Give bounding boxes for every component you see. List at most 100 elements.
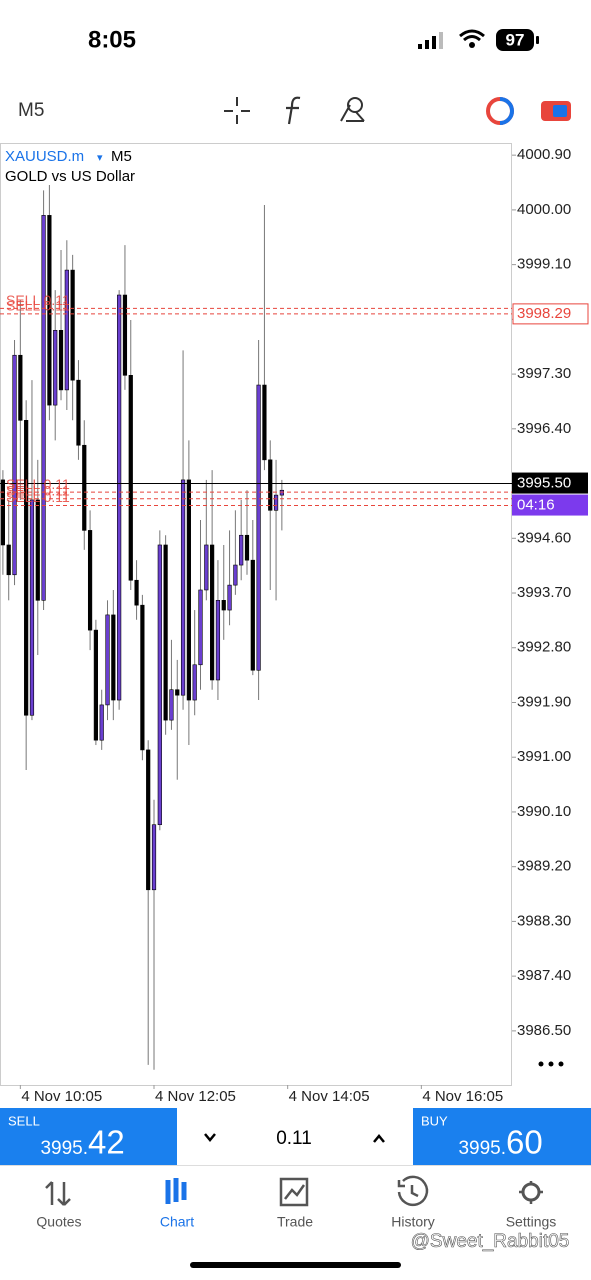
- candle-body: [41, 215, 46, 601]
- candle-body: [76, 379, 81, 446]
- battery-tip: [536, 36, 539, 44]
- candle-body: [6, 544, 11, 576]
- buy-price-big: 60: [506, 1124, 543, 1161]
- candle-body: [70, 269, 75, 381]
- sell-button[interactable]: [0, 1108, 177, 1165]
- y-tick-label: 3987.40: [517, 967, 571, 984]
- x-tick-label: 4 Nov 14:05: [289, 1088, 370, 1105]
- candle-body: [227, 584, 232, 611]
- order-label: SELL 0.11: [6, 292, 70, 308]
- buy-button[interactable]: [413, 1108, 591, 1165]
- candle-body: [239, 534, 244, 566]
- candle-body: [186, 479, 191, 701]
- objects-button[interactable]: [340, 97, 365, 122]
- volume[interactable]: 0.11: [276, 1128, 312, 1149]
- nav-icon: [521, 1182, 541, 1202]
- volume-up[interactable]: [373, 1134, 385, 1143]
- candle-body: [122, 294, 128, 376]
- candle-body: [256, 384, 261, 671]
- status-time: 8:05: [88, 26, 136, 53]
- one-click-button[interactable]: [486, 97, 514, 125]
- chart-subtitle: GOLD vs US Dollar: [5, 168, 135, 185]
- wifi-icon: [459, 29, 485, 42]
- candle-body: [93, 629, 98, 741]
- y-tick-label: 3992.80: [517, 639, 571, 656]
- candle-body: [163, 544, 168, 721]
- price-tag: 3995.50: [517, 475, 571, 492]
- candle-body: [99, 704, 104, 741]
- y-tick-label: 3990.10: [517, 803, 571, 820]
- symbol[interactable]: XAUUSD.m: [5, 148, 84, 165]
- nav-tab[interactable]: Chart: [160, 1178, 194, 1230]
- candle-body: [215, 600, 221, 681]
- y-tick-label: 3988.30: [517, 912, 571, 929]
- candle-body: [268, 459, 273, 511]
- indicators-button[interactable]: [286, 96, 301, 125]
- candle-body: [117, 294, 122, 701]
- x-tick-label: 4 Nov 16:05: [422, 1088, 503, 1105]
- order-label: SELL 0.11: [6, 476, 70, 492]
- order-label: SELL 0.11: [6, 489, 70, 505]
- candle-body: [244, 534, 250, 561]
- y-tick-label: 3991.00: [517, 748, 571, 765]
- candle-body: [250, 559, 255, 671]
- volume-down[interactable]: [204, 1133, 216, 1142]
- candle-body: [53, 330, 58, 406]
- nav-tab[interactable]: Settings: [506, 1181, 557, 1230]
- price-tag-box: [512, 472, 588, 494]
- nav-label: History: [391, 1214, 435, 1230]
- candle-body: [198, 589, 203, 666]
- y-tick-label: 3986.50: [517, 1022, 571, 1039]
- candle-body: [169, 689, 174, 721]
- candle-body: [157, 544, 162, 826]
- signal-icon: [418, 32, 443, 49]
- candle-body: [221, 600, 226, 611]
- y-tick-label: 3991.90: [517, 693, 571, 710]
- candle-body: [12, 354, 17, 576]
- order-tag: 3998.29: [517, 305, 571, 322]
- nav-label: Chart: [160, 1214, 194, 1230]
- nav-icon: [397, 1175, 429, 1207]
- order-label: SELL 0.11: [6, 482, 70, 498]
- nav-tab[interactable]: Trade: [277, 1177, 313, 1230]
- sell-price-small: 3995.: [40, 1138, 88, 1159]
- candle-body: [233, 564, 238, 586]
- nav-icon: [45, 1181, 71, 1206]
- nav-tab[interactable]: Quotes: [36, 1181, 82, 1230]
- y-tick-label: 3997.30: [517, 365, 571, 382]
- buy-label: BUY: [421, 1113, 448, 1128]
- x-tick-label: 4 Nov 10:05: [21, 1088, 102, 1105]
- candle-body: [262, 384, 267, 461]
- countdown: 04:16: [517, 497, 555, 514]
- more-button[interactable]: [538, 1061, 564, 1067]
- candle-body: [204, 544, 209, 591]
- y-tick-label: 3999.10: [517, 256, 571, 273]
- candle-body: [175, 689, 180, 696]
- candle-body: [111, 614, 116, 701]
- nav-tab[interactable]: History: [391, 1175, 435, 1230]
- watermark: @Sweet_Rabbit05: [411, 1231, 570, 1252]
- nav-icon: [279, 1177, 309, 1207]
- wifi-dot: [469, 42, 475, 48]
- battery: [496, 29, 534, 51]
- candle-body: [151, 824, 157, 891]
- plot: [0, 154, 516, 1089]
- sell-price-big: 42: [88, 1124, 125, 1161]
- candle-body: [128, 375, 133, 581]
- candle-body: [47, 215, 52, 406]
- candle-body: [82, 444, 87, 531]
- order-label: SELL 0.11: [6, 298, 70, 314]
- candle-body: [180, 479, 186, 696]
- y-tick-label: 4000.90: [517, 146, 571, 163]
- plot-frame: [0, 143, 512, 1086]
- candle-body: [105, 614, 110, 706]
- candle-body: [29, 499, 35, 716]
- crosshair-button[interactable]: [224, 97, 250, 124]
- timeframe-button[interactable]: M5: [18, 100, 44, 121]
- candle-body: [146, 749, 151, 891]
- countdown-box: [512, 494, 588, 516]
- trade-button[interactable]: [541, 101, 571, 121]
- candle-body: [140, 604, 145, 751]
- candle-body: [279, 489, 284, 496]
- symbol-menu[interactable]: ▾: [97, 152, 103, 164]
